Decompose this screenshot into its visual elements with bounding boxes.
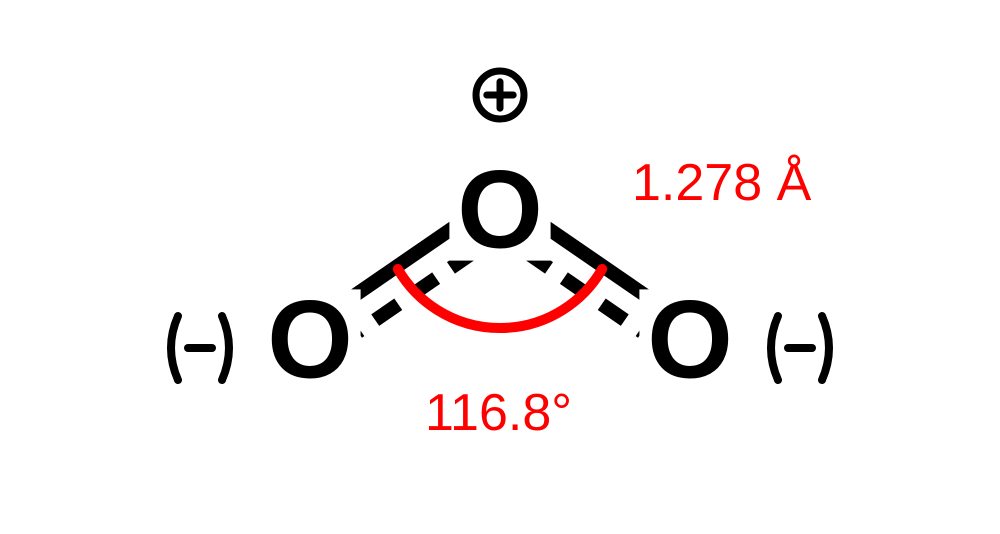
ozone-structure-diagram: O O O 1.278 Å 116.8° xyxy=(0,0,1000,534)
bond-length-label: 1.278 Å xyxy=(632,154,812,212)
charge-right-paren-close xyxy=(822,316,829,380)
charge-left-paren-open xyxy=(171,316,178,380)
bond-angle-label: 116.8° xyxy=(425,384,572,442)
atom-top-label: O xyxy=(457,149,543,272)
charge-right-paren-open xyxy=(771,316,778,380)
atom-left-label: O xyxy=(267,279,353,402)
bond-right-solid xyxy=(540,223,652,300)
atom-right-label: O xyxy=(647,279,733,402)
bond-left-solid xyxy=(348,223,460,300)
charge-left-paren-close xyxy=(222,316,229,380)
